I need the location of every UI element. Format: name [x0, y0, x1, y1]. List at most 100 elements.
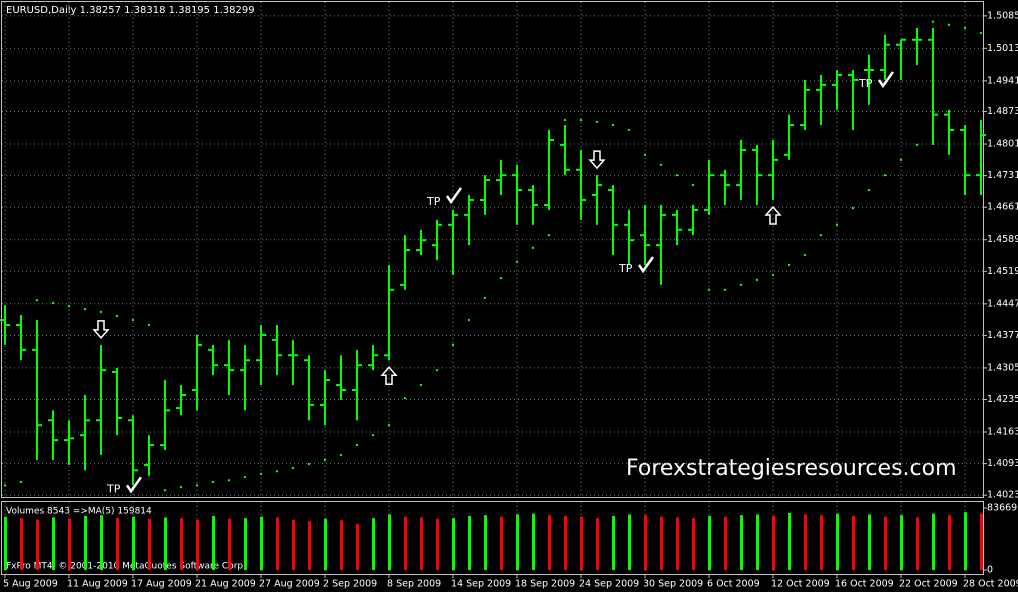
sar-dot — [755, 278, 759, 282]
sar-dot — [627, 128, 631, 132]
signal-arrow — [92, 320, 110, 340]
y-tick-label: 1.48730 — [987, 106, 1018, 117]
volume-bar — [884, 516, 887, 570]
volume-bar — [260, 516, 263, 570]
volume-bar — [868, 514, 871, 570]
sar-dot — [915, 143, 919, 147]
sar-dot — [547, 234, 551, 237]
sar-dot — [19, 480, 23, 484]
sar-dot — [83, 308, 87, 311]
sar-dot — [51, 301, 55, 305]
volume-bar — [548, 515, 551, 570]
sar-dot — [483, 296, 487, 300]
volume-bar — [644, 515, 647, 570]
volume-bar — [52, 517, 55, 570]
y-tick-label: 1.48010 — [987, 139, 1018, 150]
y-tick-label: 1.45890 — [987, 234, 1018, 245]
volume-bar — [580, 516, 583, 570]
sar-dot — [195, 484, 199, 487]
volume-bar — [676, 517, 679, 570]
volume-bar — [196, 519, 199, 570]
sar-dot — [35, 299, 39, 302]
sar-dot — [403, 396, 407, 400]
sar-dot — [563, 118, 567, 122]
y-tick-label: 0 — [987, 565, 993, 576]
tp-check — [125, 476, 143, 494]
volume-bar — [692, 518, 695, 570]
volume-label: Volumes 8543 =>MA(5) 159814 — [6, 507, 152, 517]
sar-dot — [355, 443, 359, 447]
volume-bar — [964, 512, 967, 570]
x-tick-label: 16 Oct 2009 — [835, 579, 894, 590]
volume-bar — [68, 518, 71, 570]
price-panel — [1, 1, 984, 498]
sar-dot — [659, 163, 663, 166]
volume-bar — [660, 516, 663, 570]
signal-arrow — [764, 205, 782, 225]
sar-dot — [723, 288, 727, 292]
volume-bar — [468, 515, 471, 570]
sar-dot — [3, 484, 7, 487]
x-tick-label: 2 Sep 2009 — [323, 579, 377, 590]
sar-dot — [947, 23, 951, 27]
volume-bar — [292, 519, 295, 570]
y-tick-label: 1.50850 — [987, 10, 1018, 21]
x-tick-label: 11 Aug 2009 — [67, 579, 128, 590]
volume-bar — [612, 515, 615, 570]
x-tick-label: 22 Oct 2009 — [899, 579, 958, 590]
volume-bar — [852, 515, 855, 570]
volume-bar — [628, 514, 631, 570]
volume-bar — [516, 514, 519, 570]
volume-bar — [324, 518, 327, 570]
y-tick-label: 1.49410 — [987, 75, 1018, 86]
sar-dot — [643, 153, 647, 157]
x-tick-label: 30 Sep 2009 — [643, 579, 703, 590]
volume-bar — [308, 521, 311, 570]
x-tick-label: 14 Sep 2009 — [451, 579, 511, 590]
sar-dot — [227, 479, 231, 482]
volume-bar — [148, 518, 151, 570]
sar-dot — [115, 314, 119, 318]
sar-dot — [339, 453, 343, 457]
watermark: Forexstrategiesresources.com — [626, 456, 957, 481]
volume-bar — [932, 513, 935, 570]
x-tick-label: 5 Aug 2009 — [3, 579, 58, 590]
volume-bar — [356, 524, 359, 570]
sar-dot — [451, 343, 455, 347]
sar-dot — [963, 26, 967, 30]
y-tick-label: 1.40930 — [987, 458, 1018, 469]
sar-dot — [931, 20, 935, 23]
y-tick-label: 1.46610 — [987, 202, 1018, 213]
y-tick-label: 1.43050 — [987, 362, 1018, 373]
sar-dot — [419, 383, 423, 387]
sar-dot — [499, 276, 503, 280]
volume-bar — [36, 519, 39, 570]
tp-check — [445, 187, 463, 205]
sar-dot — [611, 123, 615, 127]
sar-dot — [787, 263, 791, 267]
volume-bar — [900, 515, 903, 570]
volume-bar — [340, 520, 343, 570]
sar-dot — [371, 433, 375, 437]
sar-dot — [307, 462, 311, 466]
sar-dot — [435, 368, 439, 372]
sar-dot — [291, 466, 295, 470]
volume-bar — [724, 516, 727, 570]
volume-bar — [836, 513, 839, 570]
volume-bar — [212, 515, 215, 570]
x-tick-label: 28 Oct 2009 — [963, 579, 1018, 590]
sar-dot — [531, 246, 535, 250]
sar-dot — [835, 223, 839, 227]
volume-bar — [532, 513, 535, 570]
tp-label: TP — [426, 195, 441, 208]
volume-bar — [84, 515, 87, 570]
tp-check — [877, 71, 895, 89]
tp-label: TP — [106, 482, 121, 495]
volume-bar — [404, 516, 407, 570]
sar-dot — [691, 183, 695, 187]
sar-dot — [243, 475, 247, 479]
sar-dot — [179, 485, 183, 489]
sar-dot — [595, 120, 599, 124]
x-tick-label: 27 Aug 2009 — [259, 579, 320, 590]
